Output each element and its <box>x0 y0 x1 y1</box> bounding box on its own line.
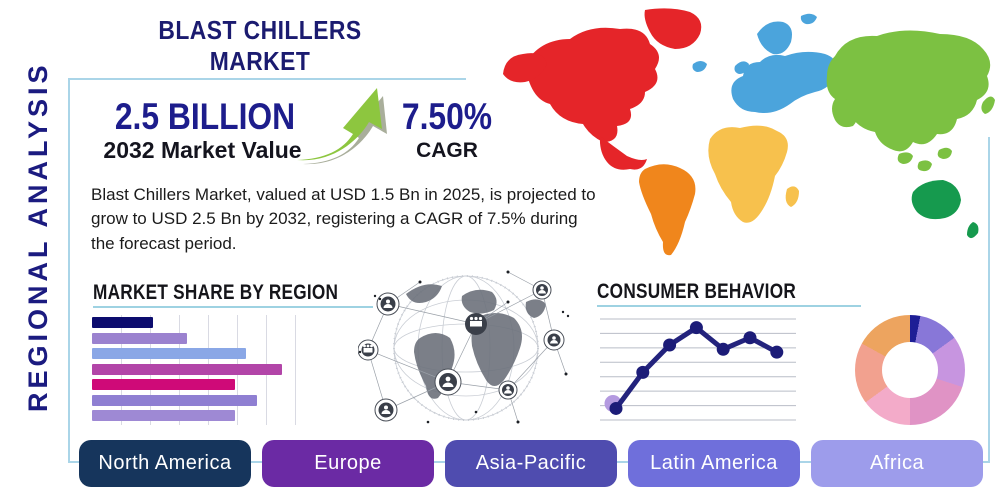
line-point-3 <box>663 338 677 352</box>
line-point-7 <box>770 345 784 359</box>
line-point-6 <box>743 331 757 345</box>
market-value-label: 2032 Market Value <box>103 137 302 163</box>
map-continent-south-america <box>639 164 696 256</box>
content-box-border-left <box>68 78 70 463</box>
map-continent-north-america <box>503 8 702 170</box>
line-point-4 <box>689 321 703 335</box>
map-continent-europe <box>692 13 838 113</box>
cagr-label: CAGR <box>416 139 478 162</box>
market-share-bar-7 <box>92 410 235 421</box>
consumer-behavior-line-chart <box>598 312 798 427</box>
region-button-africa[interactable]: Africa <box>811 440 983 487</box>
globe-network-lines <box>367 271 567 423</box>
market-share-bar-5 <box>92 379 235 390</box>
market-description: Blast Chillers Market, valued at USD 1.5… <box>91 185 596 253</box>
bar-gridline <box>295 315 296 425</box>
map-continent-africa <box>708 125 799 223</box>
donut-hole <box>882 342 938 398</box>
market-share-bar-chart <box>92 317 307 421</box>
cagr-stat: 7.50% <box>401 96 493 137</box>
market-share-bar-1 <box>92 317 153 328</box>
line-point-1 <box>609 401 623 415</box>
line-series <box>604 321 784 415</box>
market-share-heading: MARKET SHARE BY REGION <box>93 281 339 304</box>
region-button-row: North America Europe Asia-Pacific Latin Ame… <box>79 440 983 487</box>
consumer-behavior-heading: CONSUMER BEHAVIOR <box>597 280 797 303</box>
market-share-bar-6 <box>92 394 258 406</box>
map-continent-asia <box>826 30 995 172</box>
map-continent-australia <box>911 180 979 239</box>
region-button-latin-america[interactable]: Latin America <box>628 440 800 487</box>
growth-arrow-body <box>297 88 382 161</box>
side-label-regional-analysis: REGIONAL ANALYSIS <box>23 61 53 412</box>
content-box-border-right <box>988 137 990 463</box>
region-button-north-america[interactable]: North America <box>79 440 251 487</box>
globe-dots <box>358 270 570 424</box>
region-button-europe[interactable]: Europe <box>262 440 434 487</box>
market-value-stat: 2.5 BILLION <box>114 96 296 137</box>
world-map <box>495 4 1000 266</box>
market-share-bar-4 <box>92 363 282 375</box>
donut-chart <box>855 315 965 425</box>
market-share-bar-3 <box>92 348 246 359</box>
content-box-border-top <box>68 78 466 80</box>
globe-network-nodes <box>357 280 565 422</box>
globe-continents <box>406 284 546 399</box>
consumer-behavior-underline <box>597 305 861 307</box>
line-point-5 <box>716 342 730 356</box>
region-button-asia-pacific[interactable]: Asia-Pacific <box>445 440 617 487</box>
line-point-2 <box>636 365 650 379</box>
growth-arrow-icon <box>295 84 395 168</box>
network-globe-illustration <box>357 262 573 434</box>
market-share-bar-2 <box>92 332 187 344</box>
market-share-underline <box>93 306 373 308</box>
page-title: BLAST CHILLERS MARKET <box>158 15 362 76</box>
